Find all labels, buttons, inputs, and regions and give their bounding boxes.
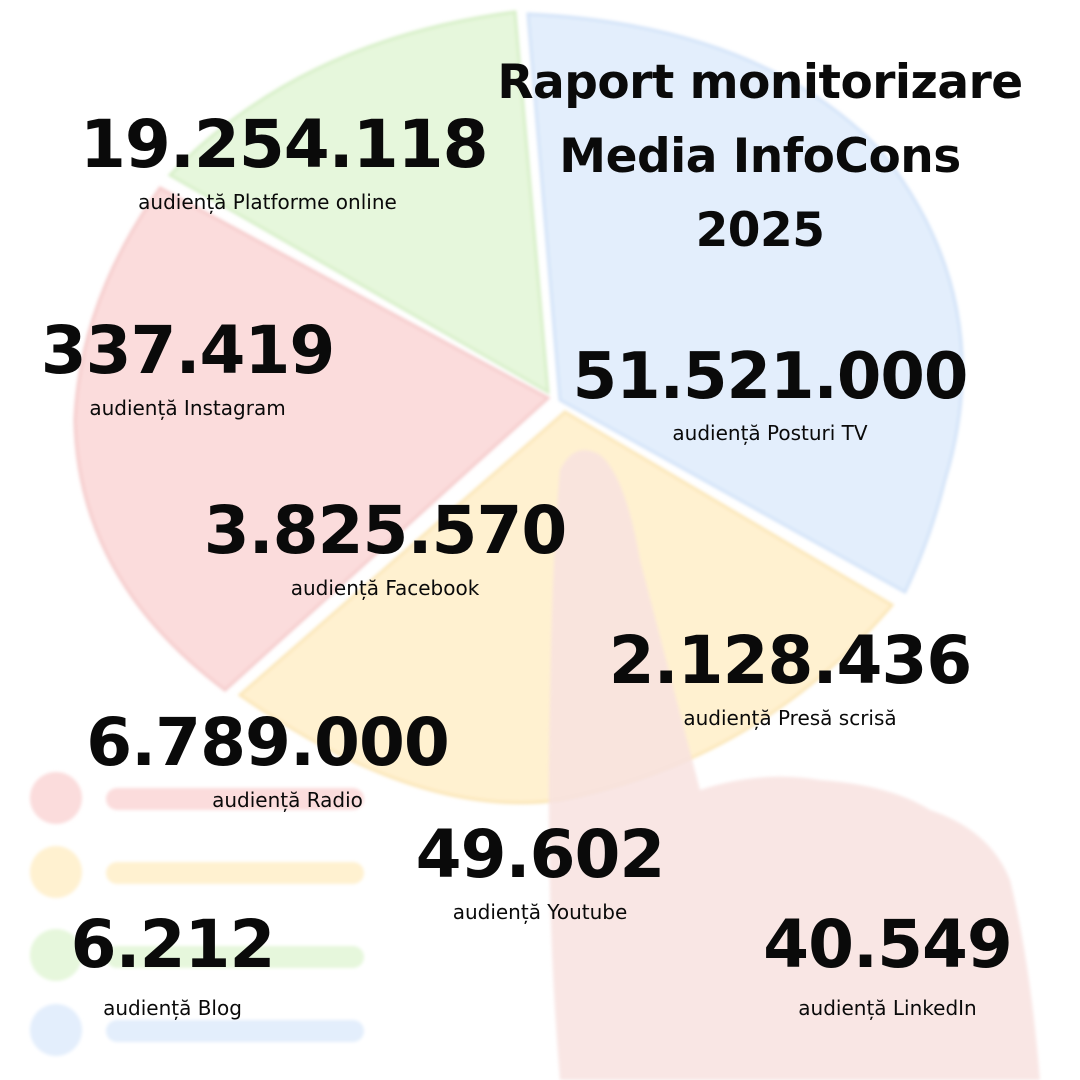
legend-bar-red (106, 788, 364, 810)
stat-facebook: 3.825.570 audiență Facebook (200, 492, 570, 600)
stat-value: 3.825.570 (203, 492, 568, 569)
legend-dot-red (30, 772, 82, 824)
stat-label: audiență Platforme online (138, 190, 397, 214)
legend-dots-illustration (30, 772, 364, 1056)
legend-bar-blue (106, 1020, 364, 1042)
pointing-hand-illustration (548, 450, 1040, 1080)
stat-value: 40.549 (763, 906, 1013, 983)
stat-label: audiență Radio (212, 788, 363, 812)
stat-value: 49.602 (415, 816, 666, 893)
stat-value: 19.254.118 (80, 106, 489, 183)
stat-presa: 2.128.436 audiență Presă scrisă (605, 622, 975, 730)
stat-instagram: 337.419 audiență Instagram (30, 312, 345, 420)
stat-label: audiență Youtube (452, 900, 628, 924)
stat-label: audiență Facebook (290, 576, 480, 600)
title-line-3: 2025 (695, 203, 825, 258)
legend-dot-blue (30, 1004, 82, 1056)
pie-slice-blue (526, 12, 964, 595)
title-line-2: Media InfoCons (559, 129, 961, 184)
legend-dot-yellow (30, 846, 82, 898)
title-line-1: Raport monitorizare (497, 55, 1023, 110)
stat-online: 19.254.118 audiență Platforme online (80, 106, 489, 214)
stat-radio: 6.789.000 audiență Radio (70, 704, 465, 812)
stat-value: 2.128.436 (608, 622, 973, 699)
stat-label: audiență Blog (103, 996, 242, 1020)
pie-slice-green (167, 10, 550, 395)
legend-dot-green (30, 929, 82, 981)
stat-tv: 51.521.000 audiență Posturi TV (565, 345, 975, 443)
report-title: Raport monitorizare Media InfoCons 2025 (460, 46, 1060, 268)
stat-label: audiență Posturi TV (672, 421, 868, 445)
stat-label: audiență Instagram (89, 396, 286, 420)
stat-linkedin: 40.549 audiență LinkedIn (750, 906, 1025, 1020)
stat-value: 6.212 (70, 906, 276, 983)
stat-label: audiență Presă scrisă (683, 706, 897, 730)
stat-value: 6.789.000 (86, 704, 450, 781)
stat-blog: 6.212 audiență Blog (70, 906, 276, 1020)
stat-value: 51.521.000 (572, 340, 969, 414)
legend-bar-green (106, 946, 364, 968)
legend-bar-yellow (106, 862, 364, 884)
stat-value: 337.419 (40, 312, 336, 389)
stat-youtube: 49.602 audiență Youtube (400, 816, 680, 924)
stat-label: audiență LinkedIn (798, 996, 977, 1020)
pie-slice-red (73, 186, 551, 692)
